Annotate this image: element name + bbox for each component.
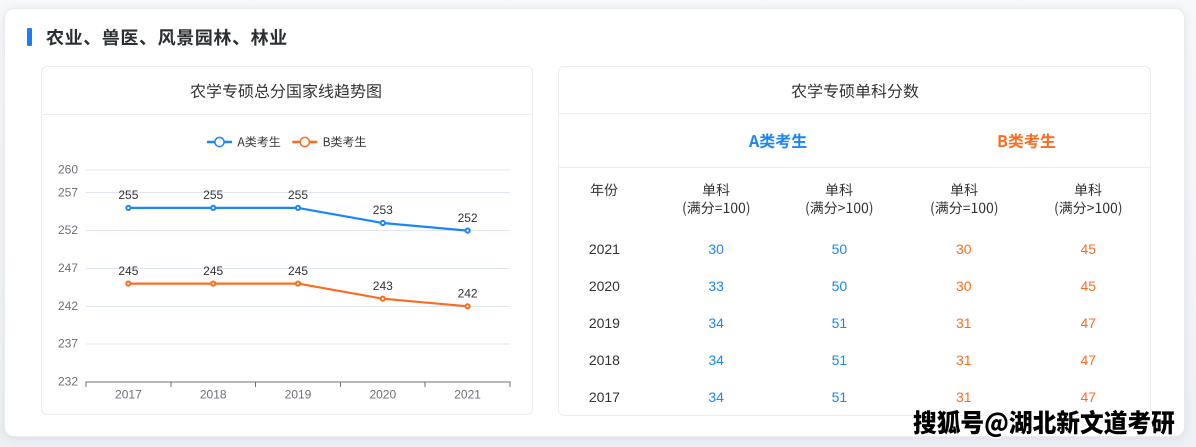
svg-text:247: 247 [58,261,78,275]
svg-text:237: 237 [58,337,78,351]
svg-text:242: 242 [458,287,478,301]
svg-text:255: 255 [203,188,223,202]
svg-text:2018: 2018 [200,387,227,401]
svg-text:2020: 2020 [369,387,396,401]
svg-text:253: 253 [373,203,393,217]
svg-text:245: 245 [118,264,138,278]
svg-text:245: 245 [203,264,223,278]
svg-text:2021: 2021 [454,387,481,401]
svg-text:2019: 2019 [285,387,312,401]
svg-text:242: 242 [58,299,78,313]
svg-text:260: 260 [58,163,78,177]
svg-text:257: 257 [58,185,78,199]
svg-text:243: 243 [373,279,393,293]
svg-text:252: 252 [458,211,478,225]
svg-text:245: 245 [288,264,308,278]
svg-text:232: 232 [58,375,78,389]
svg-text:255: 255 [118,188,138,202]
svg-text:2017: 2017 [115,387,142,401]
svg-text:252: 252 [58,223,78,237]
svg-text:255: 255 [288,188,308,202]
